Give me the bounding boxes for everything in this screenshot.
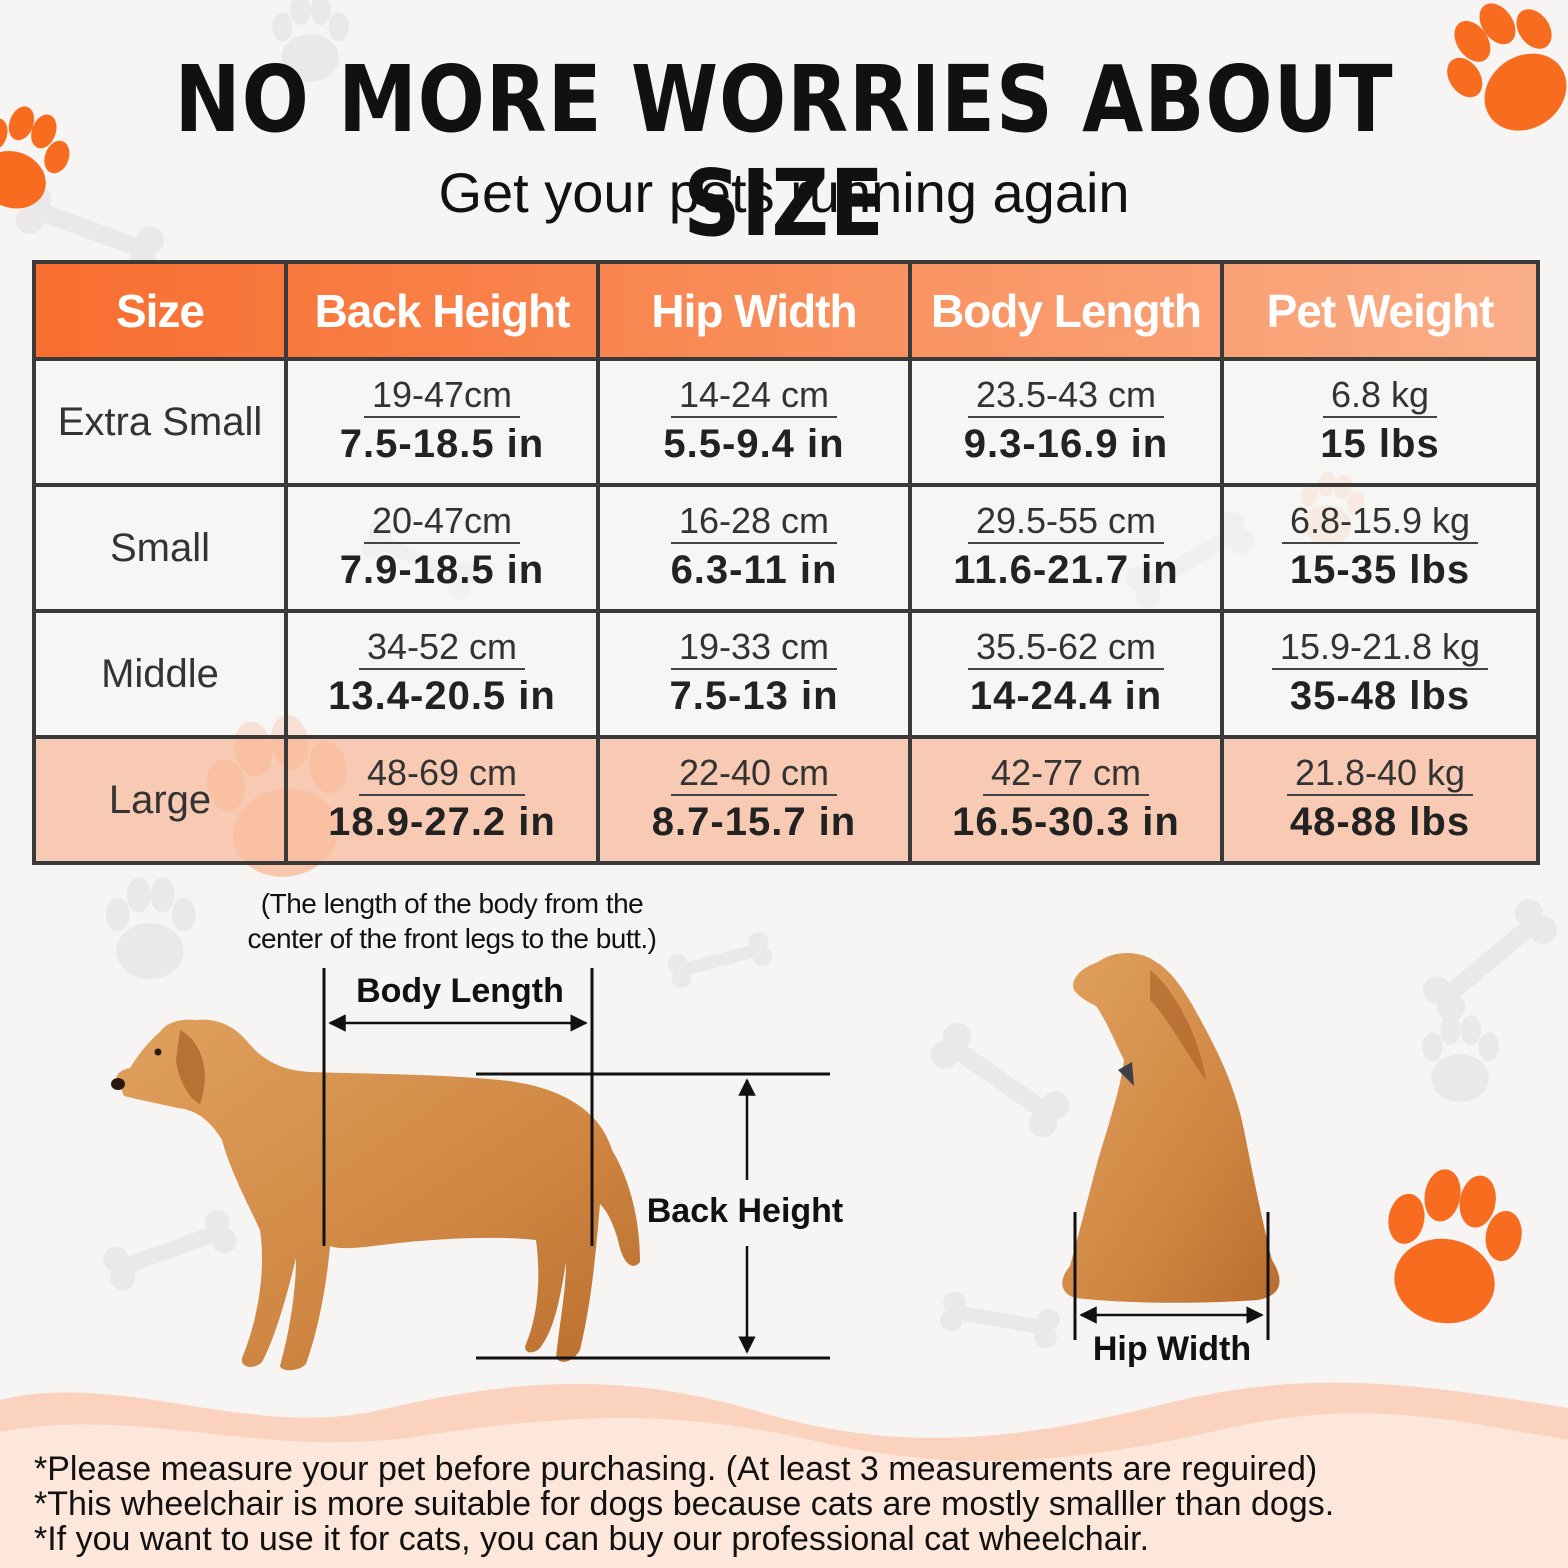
metric-value: 35.5-62 cm [967, 626, 1165, 670]
imperial-value: 48-88 lbs [1289, 800, 1471, 844]
column-header-pet-weight: Pet Weight [1220, 260, 1540, 361]
metric-value: 19-47cm [363, 374, 521, 418]
imperial-value: 14-24.4 in [969, 674, 1163, 718]
metric-value: 22-40 cm [670, 752, 838, 796]
body-length-cell: 29.5-55 cm 11.6-21.7 in [908, 483, 1224, 613]
back-height-cell: 34-52 cm 13.4-20.5 in [284, 609, 600, 739]
body-length-cell: 23.5-43 cm 9.3-16.9 in [908, 357, 1224, 487]
back-height-label: Back Height [646, 1192, 844, 1230]
metric-value: 48-69 cm [358, 752, 526, 796]
body-length-note-line: center of the front legs to the butt.) [247, 923, 657, 954]
imperial-value: 11.6-21.7 in [953, 548, 1179, 592]
footer-notes: *Please measure your pet before purchasi… [34, 1452, 1544, 1557]
imperial-value: 15-35 lbs [1289, 548, 1471, 592]
metric-value: 16-28 cm [670, 500, 838, 544]
back-height-cell: 48-69 cm 18.9-27.2 in [284, 735, 600, 865]
hip-width-cell: 22-40 cm 8.7-15.7 in [596, 735, 912, 865]
metric-value: 6.8 kg [1322, 374, 1438, 418]
imperial-value: 5.5-9.4 in [663, 422, 845, 466]
footer-note: *If you want to use it for cats, you can… [34, 1520, 1150, 1558]
imperial-value: 7.5-13 in [669, 674, 839, 718]
imperial-value: 6.3-11 in [670, 548, 838, 592]
footer-note: *Please measure your pet before purchasi… [34, 1450, 1318, 1488]
footer-note: *This wheelchair is more suitable for do… [34, 1485, 1335, 1523]
body-length-cell: 35.5-62 cm 14-24.4 in [908, 609, 1224, 739]
imperial-value: 7.5-18.5 in [339, 422, 545, 466]
metric-value: 21.8-40 kg [1286, 752, 1474, 796]
column-header-hip-width: Hip Width [596, 260, 912, 361]
metric-value: 29.5-55 cm [967, 500, 1165, 544]
size-chart-table: Size Back Height Hip Width Body Length P… [32, 260, 1540, 865]
hip-width-label: Hip Width [1092, 1330, 1252, 1368]
metric-value: 14-24 cm [670, 374, 838, 418]
page-title: NO MORE WORRIES ABOUT SIZE [174, 46, 1394, 257]
pet-weight-cell: 15.9-21.8 kg 35-48 lbs [1220, 609, 1540, 739]
size-cell: Large [32, 735, 288, 865]
body-length-cell: 42-77 cm 16.5-30.3 in [908, 735, 1224, 865]
size-cell: Small [32, 483, 288, 613]
table-row: Extra Small 19-47cm 7.5-18.5 in 14-24 cm 5… [32, 357, 1540, 487]
column-header-size: Size [32, 260, 288, 361]
imperial-value: 15 lbs [1320, 422, 1440, 466]
body-length-note-line: (The length of the body from the [260, 888, 644, 919]
table-row: Middle 34-52 cm 13.4-20.5 in 19-33 cm 7.5-… [32, 609, 1540, 739]
standing-dog-illustration [111, 1019, 640, 1371]
table-row: Large 48-69 cm 18.9-27.2 in 22-40 cm 8.7-1… [32, 735, 1540, 865]
imperial-value: 7.9-18.5 in [339, 548, 545, 592]
page-subtitle: Get your pets running again [438, 161, 1130, 224]
pet-weight-cell: 6.8-15.9 kg 15-35 lbs [1220, 483, 1540, 613]
pet-weight-cell: 6.8 kg 15 lbs [1220, 357, 1540, 487]
body-length-label: Body Length [356, 972, 564, 1010]
body-length-note: (The length of the body from the center … [220, 886, 684, 956]
metric-value: 6.8-15.9 kg [1281, 500, 1479, 544]
imperial-value: 35-48 lbs [1289, 674, 1471, 718]
metric-value: 20-47cm [363, 500, 521, 544]
metric-value: 34-52 cm [358, 626, 526, 670]
imperial-value: 8.7-15.7 in [651, 800, 857, 844]
size-cell: Extra Small [32, 357, 288, 487]
back-height-cell: 20-47cm 7.9-18.5 in [284, 483, 600, 613]
metric-value: 23.5-43 cm [967, 374, 1165, 418]
metric-value: 15.9-21.8 kg [1271, 626, 1489, 670]
imperial-value: 9.3-16.9 in [963, 422, 1169, 466]
table-row: Small 20-47cm 7.9-18.5 in 16-28 cm 6.3-11 … [32, 483, 1540, 613]
imperial-value: 16.5-30.3 in [952, 800, 1180, 844]
metric-value: 19-33 cm [670, 626, 838, 670]
back-height-cell: 19-47cm 7.5-18.5 in [284, 357, 600, 487]
hip-width-cell: 16-28 cm 6.3-11 in [596, 483, 912, 613]
imperial-value: 18.9-27.2 in [328, 800, 556, 844]
hip-width-cell: 14-24 cm 5.5-9.4 in [596, 357, 912, 487]
pet-weight-cell: 21.8-40 kg 48-88 lbs [1220, 735, 1540, 865]
metric-value: 42-77 cm [982, 752, 1150, 796]
imperial-value: 13.4-20.5 in [328, 674, 556, 718]
table-header-row: Size Back Height Hip Width Body Length P… [32, 260, 1540, 361]
sitting-dog-illustration [1062, 953, 1280, 1303]
column-header-body-length: Body Length [908, 260, 1224, 361]
size-cell: Middle [32, 609, 288, 739]
column-header-back-height: Back Height [284, 260, 600, 361]
hip-width-cell: 19-33 cm 7.5-13 in [596, 609, 912, 739]
